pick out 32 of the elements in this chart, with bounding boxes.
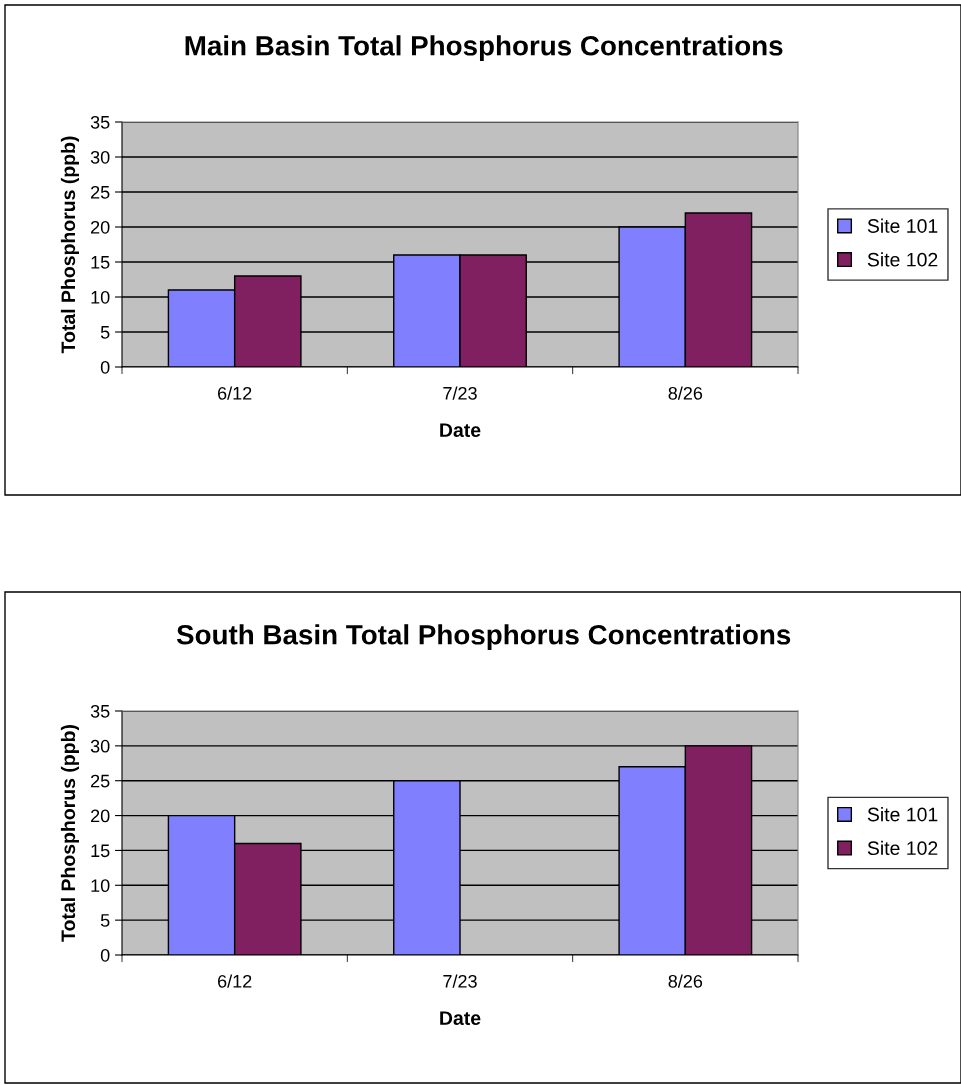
y-axis-title: Total Phosphorus (ppb): [60, 725, 79, 942]
y-tick-label: 15: [91, 256, 110, 269]
y-tick-label: 15: [91, 844, 110, 858]
chart-title: Main Basin Total Phosphorus Concentrations: [185, 35, 783, 62]
y-tick-label: 20: [91, 220, 110, 234]
y-axis-title: Total Phosphorus (ppb): [60, 136, 79, 354]
y-tick-label: 5: [100, 326, 110, 339]
y-tick-label: 0: [100, 360, 110, 374]
chart-title: South Basin Total Phosphorus Concentrations: [176, 624, 791, 651]
y-tick-label: 25: [91, 774, 110, 788]
y-tick-label: 5: [100, 914, 110, 927]
legend-label: Site 101: [867, 807, 938, 822]
legend-label: Site 102: [867, 840, 938, 856]
x-tick-label: 7/23: [443, 974, 477, 988]
y-tick-label: 10: [91, 879, 110, 893]
legend-label: Site 102: [867, 252, 938, 267]
legend-label: Site 101: [867, 218, 938, 233]
x-tick-label: 8/26: [668, 386, 703, 400]
x-axis-title: Date: [440, 1011, 481, 1025]
x-tick-label: 6/12: [218, 974, 252, 988]
x-tick-label: 6/12: [218, 386, 252, 400]
y-tick-label: 30: [90, 739, 110, 753]
y-tick-label: 35: [90, 115, 110, 129]
x-tick-label: 8/26: [668, 974, 703, 988]
x-tick-label: 7/23: [443, 386, 477, 400]
y-tick-label: 25: [91, 185, 110, 199]
y-tick-label: 20: [91, 809, 110, 823]
y-tick-label: 10: [91, 290, 110, 304]
y-tick-label: 35: [90, 704, 110, 718]
y-tick-label: 30: [90, 150, 110, 164]
x-axis-title: Date: [440, 423, 481, 437]
y-tick-label: 0: [100, 948, 110, 962]
